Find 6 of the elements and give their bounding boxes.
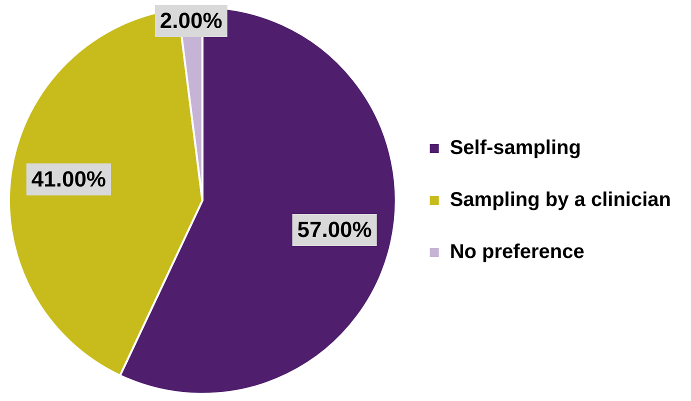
data-label: 57.00% — [297, 217, 372, 242]
legend-label: No preference — [450, 241, 584, 264]
legend-label: Sampling by a clinician — [450, 189, 671, 212]
data-label: 2.00% — [160, 8, 222, 34]
legend-label: Self-sampling — [450, 137, 581, 160]
data-label: 41.00% — [31, 166, 106, 192]
